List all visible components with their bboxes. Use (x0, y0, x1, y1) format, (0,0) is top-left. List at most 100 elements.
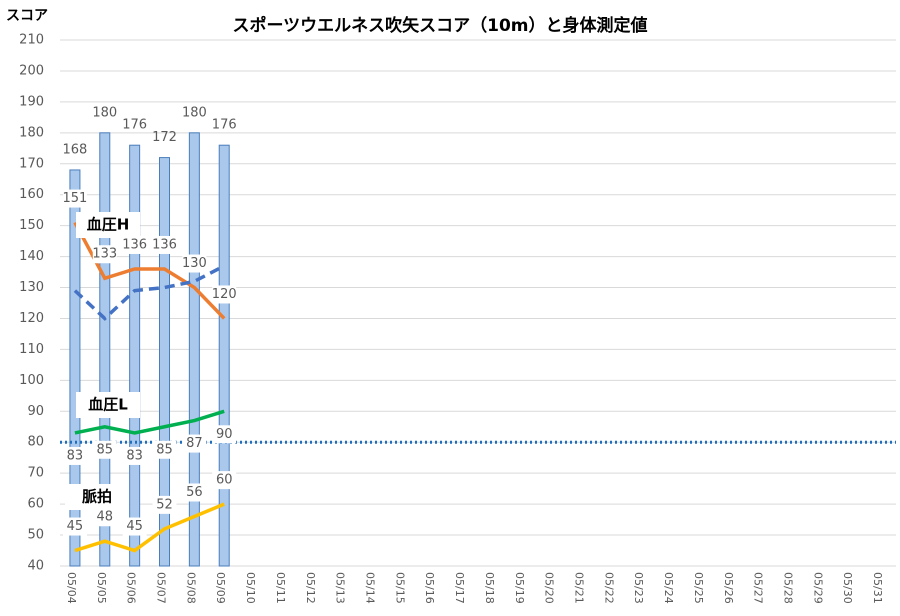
x-tick-label: 05/09 (214, 572, 227, 604)
label-bg (92, 440, 117, 459)
bar-label: 168 (63, 142, 88, 157)
x-tick-label: 05/22 (602, 572, 615, 604)
y-tick-label: 170 (19, 156, 44, 171)
line (73, 221, 226, 320)
line (74, 409, 225, 435)
y-tick-label: 180 (19, 125, 44, 140)
label-bg (122, 235, 147, 254)
data-label: 85 (156, 442, 173, 457)
label-bg (62, 446, 87, 465)
y-tick-label: 210 (19, 33, 44, 48)
bar-label: 180 (92, 105, 117, 120)
chart-title: スポーツウエルネス吹矢スコア（10m）と身体測定値 (232, 15, 647, 36)
y-tick-label: 140 (19, 249, 44, 264)
x-tick-label: 05/21 (573, 572, 586, 604)
x-tick-label: 05/10 (244, 572, 257, 604)
data-label: 120 (212, 287, 237, 302)
y-tick-label: 90 (27, 404, 44, 419)
x-tick-label: 05/14 (364, 572, 377, 604)
x-tick-label: 05/19 (513, 572, 526, 604)
y-axis-label: スコア (6, 8, 48, 24)
x-tick-label: 05/29 (811, 572, 824, 604)
label-bg (92, 245, 117, 264)
bar (159, 157, 170, 567)
y-tick-label: 40 (27, 559, 44, 574)
x-tick-label: 05/13 (334, 572, 347, 604)
data-label: 130 (182, 256, 207, 271)
bar (99, 132, 111, 567)
x-tick-label: 05/17 (453, 572, 466, 604)
label-bg (122, 517, 147, 536)
y-tick-label: 80 (27, 435, 44, 450)
series-name: 血圧H (87, 216, 130, 234)
y-tick-label: 100 (19, 373, 44, 388)
data-label: 45 (67, 519, 84, 534)
data-label: 133 (92, 247, 117, 262)
x-tick-label: 05/30 (841, 572, 854, 604)
x-tick-label: 05/27 (752, 572, 765, 604)
x-tick-label: 05/04 (65, 572, 78, 604)
data-label: 45 (126, 519, 143, 534)
bar-label: 176 (122, 118, 147, 133)
y-tick-label: 110 (19, 342, 44, 357)
x-tick-label: 05/11 (274, 572, 287, 604)
x-tick-label: 05/24 (662, 572, 675, 604)
label-bg (62, 517, 87, 536)
x-tick-label: 05/06 (125, 572, 138, 604)
series-name: 血圧L (88, 396, 128, 414)
line (74, 502, 225, 553)
label-bg (152, 495, 177, 514)
data-label: 85 (97, 442, 114, 457)
x-tick-label: 05/26 (722, 572, 735, 604)
x-tick-label: 05/20 (543, 572, 556, 604)
label-bg (182, 434, 207, 453)
data-label: 60 (216, 473, 233, 488)
bar (218, 144, 230, 567)
data-label: 90 (216, 427, 233, 442)
bar-label: 180 (182, 105, 207, 120)
label-bg (212, 285, 237, 304)
x-tick-label: 05/15 (393, 572, 406, 604)
x-tick-label: 05/05 (95, 572, 108, 604)
y-tick-label: 70 (27, 466, 44, 481)
y-tick-label: 130 (19, 280, 44, 295)
label-bg (182, 483, 207, 502)
x-tick-label: 05/18 (483, 572, 496, 604)
label-bg (152, 440, 177, 459)
data-label: 87 (186, 436, 203, 451)
label-bg (212, 425, 237, 444)
data-label: 56 (186, 485, 203, 500)
label-bg (122, 446, 147, 465)
label-bg (182, 254, 207, 273)
data-label: 136 (122, 237, 147, 252)
x-tick-label: 05/23 (632, 572, 645, 604)
name-bg (65, 484, 129, 510)
bar (69, 169, 81, 567)
x-tick-label: 05/31 (871, 572, 884, 604)
x-tick-label: 05/28 (782, 572, 795, 604)
label-bg (212, 471, 237, 490)
label-bg (152, 235, 177, 254)
bar (188, 132, 200, 567)
data-label: 136 (152, 237, 177, 252)
y-tick-label: 150 (19, 218, 44, 233)
series-name: 脈拍 (82, 488, 112, 506)
x-tick-label: 05/07 (155, 572, 168, 604)
x-tick-label: 05/12 (304, 572, 317, 604)
y-tick-label: 50 (27, 528, 44, 543)
data-label: 83 (126, 448, 143, 463)
x-tick-label: 05/25 (692, 572, 705, 604)
data-label: 83 (67, 448, 84, 463)
data-label: 48 (97, 510, 114, 525)
data-label: 151 (63, 191, 88, 206)
y-tick-label: 120 (19, 311, 44, 326)
bar-label: 172 (152, 130, 177, 145)
name-bg (76, 392, 140, 418)
x-tick-label: 05/08 (184, 572, 197, 604)
y-tick-label: 60 (27, 497, 44, 512)
label-bg (92, 508, 117, 527)
name-bg (76, 212, 140, 238)
y-tick-label: 200 (19, 63, 44, 78)
bar-label: 176 (212, 118, 237, 133)
